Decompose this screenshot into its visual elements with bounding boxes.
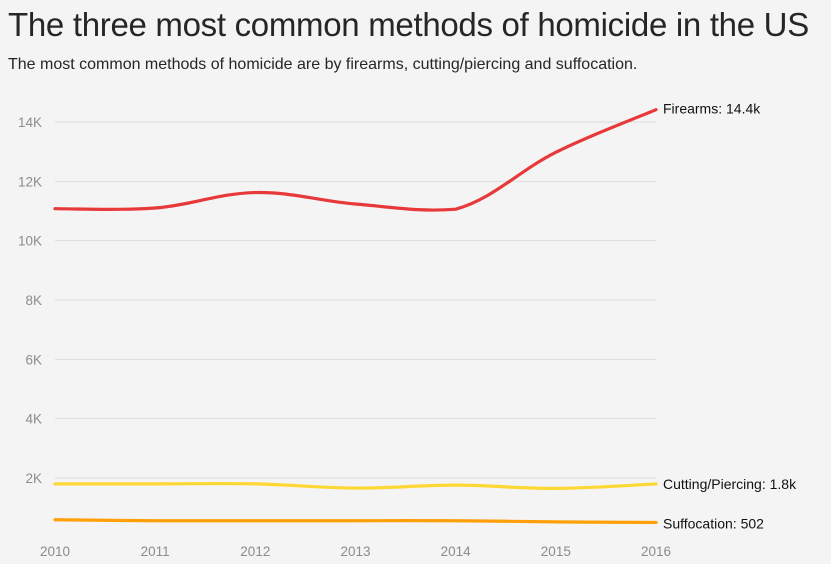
y-tick-label: 4K [25,412,42,427]
series-line-cutting-piercing [53,481,658,490]
series-label-suffocation: Suffocation: 502 [663,515,764,531]
x-tick-label: 2014 [441,544,472,559]
chart-title: The three most common methods of homicid… [8,6,809,43]
y-tick-label: 10K [18,234,42,249]
x-tick-label: 2015 [541,544,571,559]
series-line-firearms [53,108,658,212]
y-tick-label: 14K [18,115,42,130]
x-tick-label: 2010 [40,544,70,559]
chart-subtitle: The most common methods of homicide are … [8,56,638,73]
x-tick-label: 2012 [240,544,270,559]
series-line-suffocation [53,518,658,525]
y-tick-label: 6K [25,352,42,367]
y-tick-label: 2K [25,471,42,486]
y-tick-label: 8K [25,293,42,308]
x-axis-ticks: 2010 2011 2012 2013 2014 2015 2016 [40,544,671,559]
y-tick-label: 12K [18,174,42,189]
series-label-cutting-piercing: Cutting/Piercing: 1.8k [663,476,797,492]
series-end-labels: Firearms: 14.4k Cutting/Piercing: 1.8k Suf… [663,101,797,532]
gridlines [55,121,656,479]
series-lines [53,108,658,525]
x-tick-label: 2016 [641,544,671,559]
y-axis-ticks: 2K 4K 6K 8K 10K 12K 14K [18,115,42,486]
x-tick-label: 2011 [141,544,170,559]
x-tick-label: 2013 [340,544,370,559]
series-label-firearms: Firearms: 14.4k [663,101,761,117]
